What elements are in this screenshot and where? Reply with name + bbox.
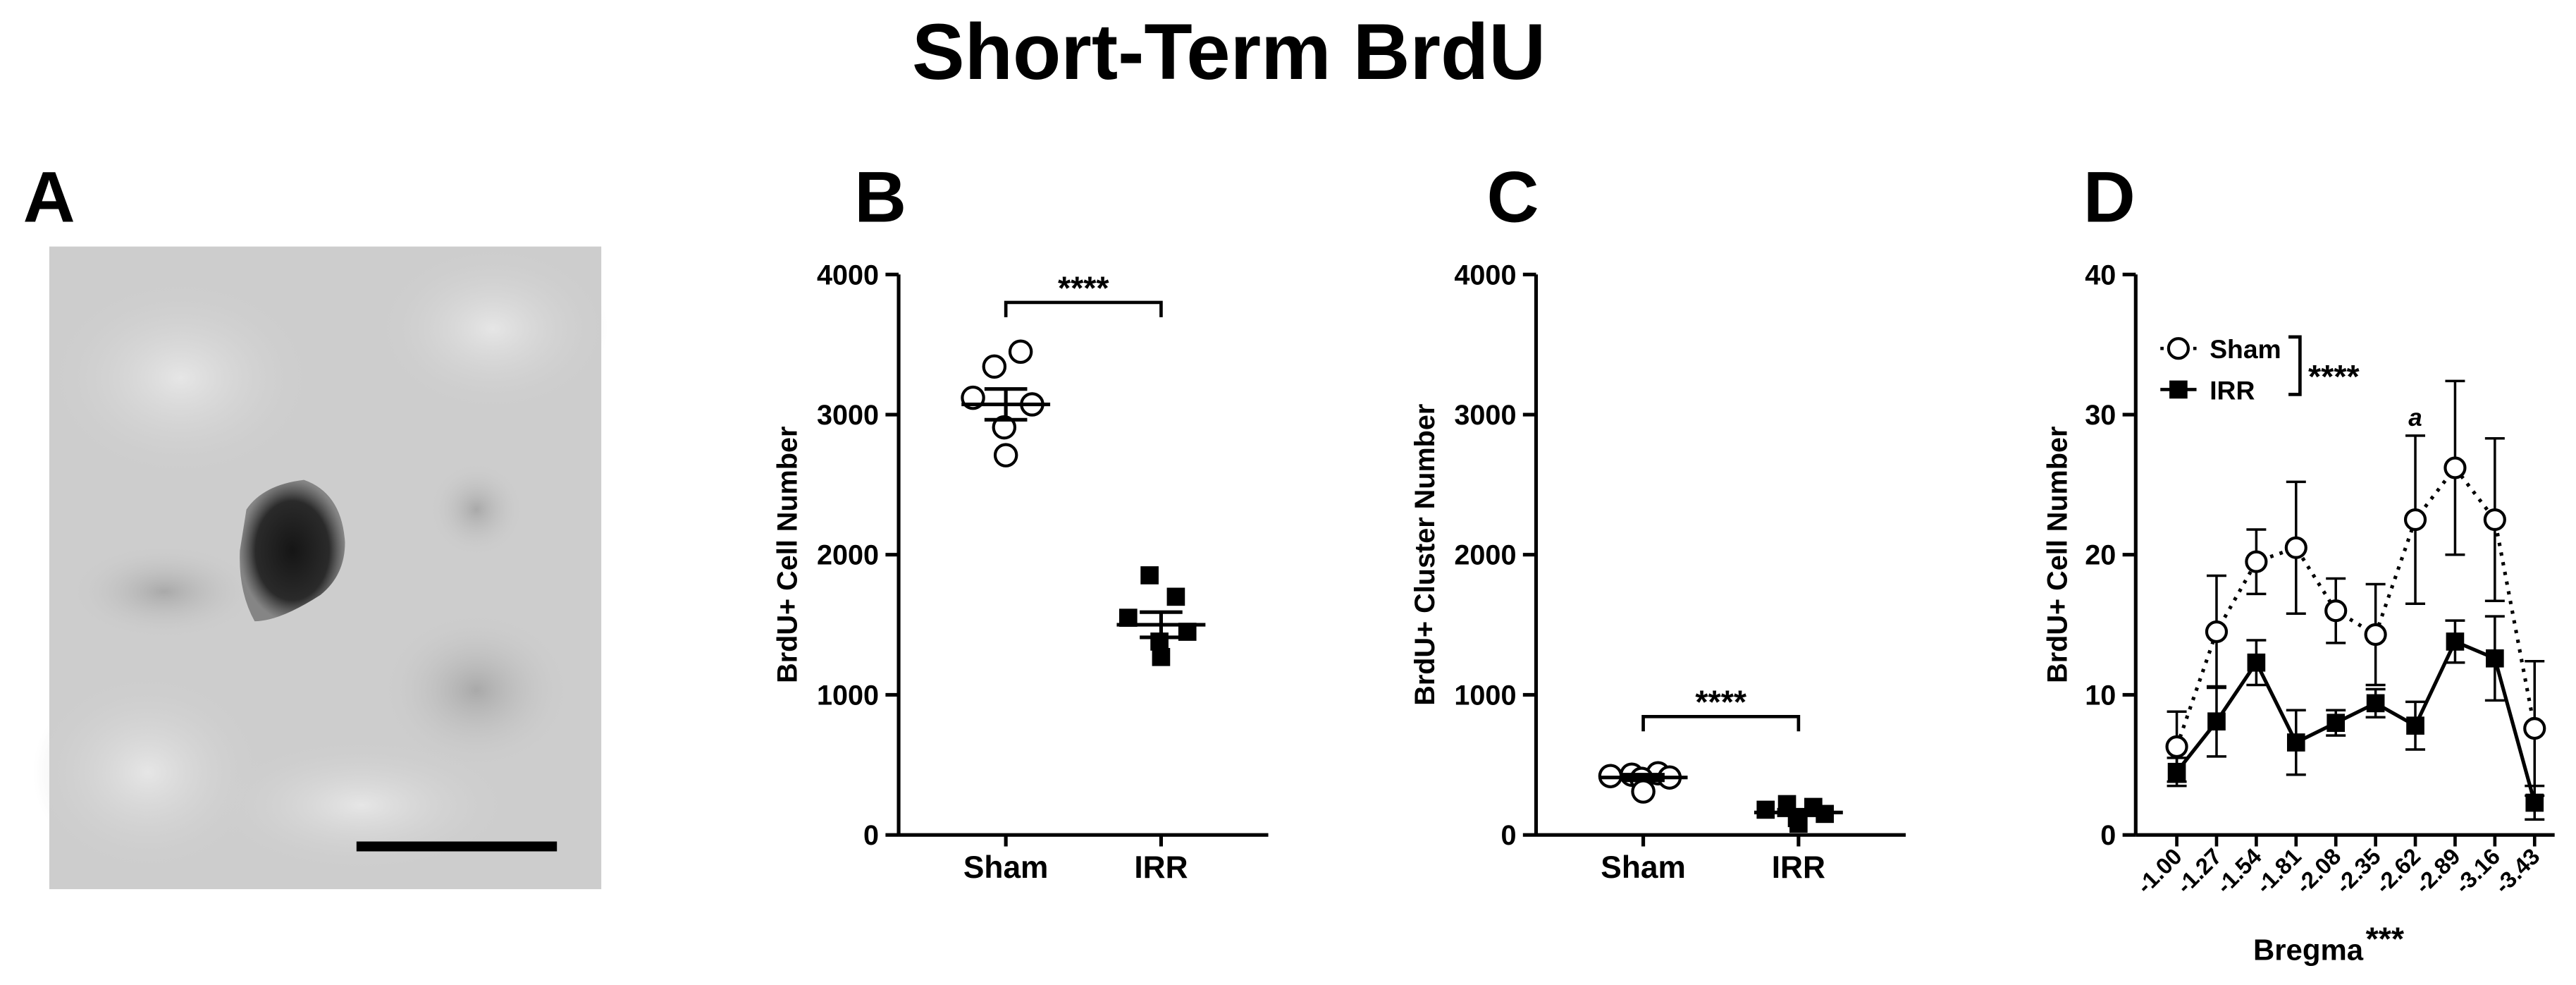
y-tick-label: 0 (1500, 820, 1516, 851)
legend-label: Sham (2210, 334, 2281, 364)
series-line (2175, 639, 2537, 804)
panel-label: C (1487, 157, 1539, 238)
data-point (2205, 620, 2229, 644)
x-tick-label: -2.89 (2410, 843, 2465, 899)
x-tick-label: -2.35 (2330, 843, 2386, 899)
y-tick-label: 20 (2085, 540, 2116, 571)
x-tick-label: -1.00 (2131, 843, 2187, 899)
data-point (1631, 779, 1656, 804)
data-point (2167, 762, 2186, 781)
data-point (2284, 536, 2307, 559)
significance-bracket (1004, 300, 1163, 317)
y-tick-label: 10 (2085, 680, 2116, 711)
y-tick-label: 4000 (817, 259, 879, 290)
significance-label: **** (1695, 684, 1746, 721)
x-tick-label: -1.27 (2171, 843, 2226, 899)
y-tick-label: 3000 (1454, 400, 1516, 431)
data-point (993, 443, 1018, 467)
data-point (2247, 653, 2266, 672)
sem-bar (1140, 610, 1183, 640)
x-tick-label: IRR (1134, 850, 1188, 885)
data-point (2446, 632, 2465, 651)
figure-title: Short-Term BrdU (912, 8, 1546, 96)
legend-bracket (2288, 335, 2302, 396)
legend-marker (2169, 380, 2188, 399)
y-tick-label: 1000 (1454, 680, 1516, 711)
series-line (2175, 465, 2537, 747)
data-point (1152, 647, 1171, 666)
y-tick-label: 0 (2100, 820, 2116, 851)
sem-bar (1622, 773, 1665, 783)
data-point (2443, 456, 2467, 479)
y-tick-label: 40 (2085, 259, 2116, 290)
y-tick-label: 30 (2085, 400, 2116, 431)
x-axis-significance: *** (2366, 920, 2405, 957)
data-point (2324, 599, 2348, 623)
data-point (2366, 694, 2385, 713)
x-tick-label: Sham (1601, 850, 1686, 885)
data-point (1140, 566, 1159, 585)
significance-bracket (1641, 715, 1801, 732)
data-point (2364, 623, 2387, 647)
data-point (1756, 800, 1775, 819)
data-point (2165, 735, 2188, 759)
y-tick-label: 2000 (817, 540, 879, 571)
panel-label: B (854, 157, 906, 238)
sem-bar (1777, 807, 1820, 817)
x-tick-label: -2.62 (2370, 843, 2426, 899)
x-tick-label: -3.16 (2449, 843, 2505, 899)
data-point (1008, 339, 1033, 365)
legend-label: IRR (2210, 375, 2255, 405)
data-point (1789, 814, 1808, 833)
x-tick-label: Sham (963, 850, 1049, 885)
x-axis-label: Bregma (2253, 933, 2364, 966)
legend-significance: **** (2308, 358, 2360, 395)
x-tick-label: -1.54 (2211, 843, 2267, 899)
data-point (2486, 649, 2504, 668)
data-point (2286, 733, 2305, 752)
data-point (2327, 714, 2346, 733)
data-point (2245, 550, 2268, 573)
y-axis-label: BrdU+ Cluster Number (1410, 404, 1441, 706)
y-axis-label: BrdU+ Cell Number (2042, 427, 2073, 683)
micrograph (32, 246, 608, 890)
y-axis-label: BrdU+ Cell Number (772, 427, 803, 683)
x-tick-label: -2.08 (2291, 843, 2346, 899)
y-tick-label: 0 (863, 820, 879, 851)
x-tick-label: IRR (1772, 850, 1825, 885)
x-tick-label: -3.43 (2489, 843, 2545, 899)
panel-label: A (23, 157, 75, 238)
y-tick-label: 2000 (1454, 540, 1516, 571)
data-point (982, 354, 1007, 379)
data-point (2523, 717, 2546, 740)
y-tick-label: 1000 (817, 680, 879, 711)
x-tick-label: -1.81 (2250, 843, 2306, 899)
legend-marker (2167, 337, 2190, 360)
data-point (2207, 712, 2226, 731)
significance-label: **** (1058, 269, 1109, 306)
point-annotation: a (2408, 404, 2422, 432)
y-tick-label: 4000 (1454, 259, 1516, 290)
y-tick-label: 3000 (817, 400, 879, 431)
sem-bar (984, 387, 1028, 422)
data-point (1166, 587, 1185, 606)
data-point (2403, 508, 2427, 532)
data-point (2525, 793, 2544, 812)
panel-label: D (2083, 157, 2136, 238)
data-point (2483, 508, 2506, 532)
data-point (2406, 716, 2424, 735)
